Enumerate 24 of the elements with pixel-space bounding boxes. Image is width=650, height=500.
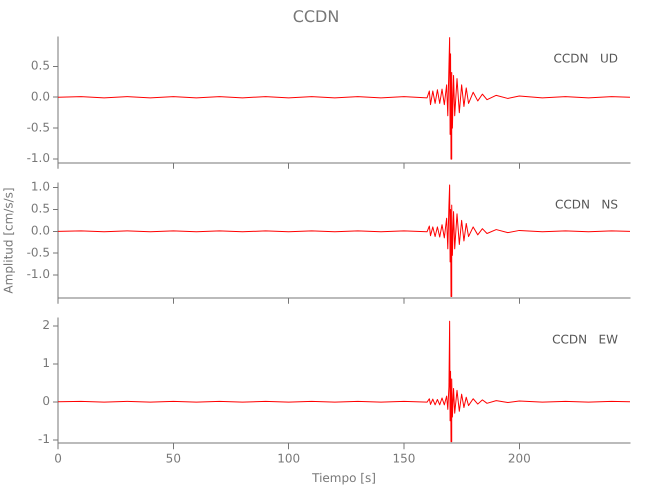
y-tick-label: 1	[42, 356, 50, 370]
y-tick-label: 0	[42, 394, 50, 408]
y-tick-label: -1	[38, 432, 50, 446]
x-tick-label: 50	[166, 452, 181, 466]
y-tick-label: -1.0	[26, 151, 50, 166]
x-axis-title: Tiempo [s]	[311, 470, 376, 485]
x-tick-label: 0	[54, 452, 62, 466]
chart-title: CCDN	[292, 6, 340, 26]
x-tick-label: 100	[277, 452, 300, 466]
y-tick-label: 1.0	[30, 180, 50, 194]
y-tick-label: -0.5	[26, 120, 50, 134]
y-axis-title: Amplitud [cm/s/s]	[1, 187, 16, 294]
x-tick-label: 200	[508, 452, 531, 466]
annotation: CCDN UD	[554, 51, 618, 66]
annotation: CCDN NS	[554, 197, 618, 212]
y-tick-label: 0.0	[30, 223, 50, 238]
y-tick-label: 0.5	[30, 58, 50, 72]
y-tick-label: -0.5	[26, 245, 50, 260]
y-tick-label: 2	[42, 318, 50, 332]
annotation: CCDN EW	[552, 332, 618, 346]
x-tick-label: 150	[392, 452, 416, 466]
y-tick-label: 0.5	[30, 202, 50, 216]
y-tick-label: -1.0	[26, 267, 50, 282]
y-tick-label: 0.0	[30, 89, 50, 104]
